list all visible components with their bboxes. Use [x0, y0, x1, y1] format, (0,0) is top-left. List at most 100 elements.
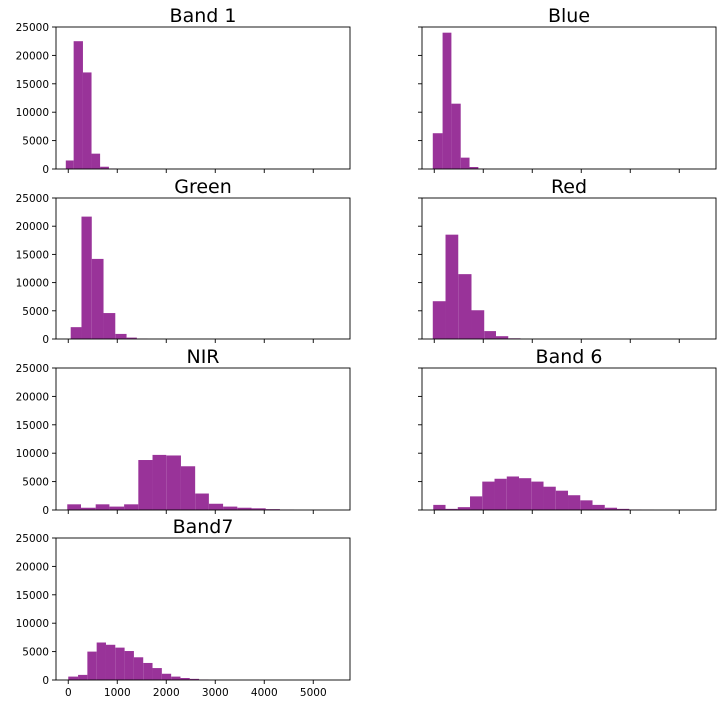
histogram-bar	[592, 504, 605, 510]
histogram-bar	[451, 103, 461, 169]
histogram-bar	[568, 495, 581, 510]
histogram-bar	[237, 507, 252, 510]
histogram-bar	[470, 496, 483, 510]
subplot-title: Green	[174, 176, 232, 198]
histogram-bar	[126, 337, 137, 339]
histogram-bar	[78, 674, 88, 680]
histogram-bar	[519, 478, 532, 510]
histogram-bar	[432, 301, 446, 339]
histogram-bar	[91, 153, 101, 169]
histogram-bar	[73, 41, 83, 170]
y-tick-label: 5000	[22, 647, 49, 659]
histogram-bar	[195, 493, 209, 510]
histogram-bar	[100, 166, 109, 169]
histogram-bar	[180, 466, 196, 510]
histogram-bar	[80, 507, 96, 510]
histogram-bar	[495, 336, 509, 339]
histogram-bar	[105, 644, 116, 680]
histogram-bar	[484, 331, 496, 339]
subplot-title: Red	[551, 176, 587, 198]
histogram-bar	[189, 678, 200, 680]
histogram-bar	[152, 668, 162, 680]
histogram-bar	[208, 503, 224, 510]
axes-frame	[421, 367, 717, 511]
subplot-6: Band7 0 1000 2000 3000 4000 5000 0 5000 10000 1500…	[16, 516, 351, 699]
y-tick-label: 0	[42, 164, 49, 176]
histogram-bar	[617, 508, 630, 510]
histogram-bar	[115, 333, 127, 339]
y-tick-label: 20000	[16, 391, 49, 403]
axes-frame	[421, 26, 717, 170]
histogram-bar	[161, 673, 172, 680]
histogram-bar	[109, 506, 125, 510]
histogram-bar	[152, 454, 167, 510]
histogram-bar	[543, 486, 556, 510]
y-tick-label: 0	[42, 334, 49, 346]
histogram-bar	[87, 651, 97, 680]
y-tick-label: 25000	[16, 193, 49, 205]
subplot-title: Blue	[548, 5, 590, 27]
histogram-bar	[70, 327, 82, 339]
x-tick-label: 2000	[153, 687, 180, 699]
subplot-5: Band 6	[418, 346, 717, 514]
y-tick-label: 20000	[16, 561, 49, 573]
histogram-bar	[124, 651, 134, 680]
histogram-bar	[531, 481, 544, 510]
y-tick-label: 20000	[16, 50, 49, 62]
histogram-bar	[96, 642, 106, 680]
y-tick-label: 25000	[16, 22, 49, 34]
y-tick-label: 5000	[22, 306, 49, 318]
subplot-3: Red	[418, 176, 717, 343]
histogram-bar	[580, 500, 593, 510]
x-tick-label: 0	[65, 687, 72, 699]
histogram-bar	[506, 476, 520, 510]
histogram-bar	[65, 160, 74, 169]
y-tick-label: 10000	[16, 448, 49, 460]
histogram-bar	[442, 32, 452, 170]
y-tick-label: 10000	[16, 618, 49, 630]
histogram-bar	[67, 504, 81, 510]
y-tick-label: 15000	[16, 249, 49, 261]
histogram-bar	[458, 274, 472, 339]
axes-frame	[421, 197, 717, 340]
axes-frame	[55, 367, 351, 511]
subplot-0: Band 1 0 5000 10000 15000 20000 25000	[16, 5, 351, 176]
y-tick-label: 0	[42, 675, 49, 687]
subplot-title: Band7	[173, 516, 234, 538]
histogram-bar	[469, 167, 479, 169]
axes-frame	[55, 197, 351, 340]
y-tick-label: 25000	[16, 533, 49, 545]
histogram-bar	[604, 507, 618, 510]
histogram-bar	[471, 310, 485, 339]
y-tick-label: 15000	[16, 420, 49, 432]
subplot-2: Green 0 5000 10000 15000 20000 25000	[16, 176, 351, 346]
histogram-bar	[171, 676, 181, 680]
histogram-bar	[91, 258, 104, 339]
histogram-bar	[555, 490, 569, 510]
axes-frame	[55, 537, 351, 681]
histogram-bar	[457, 507, 471, 510]
histogram-bar	[133, 657, 144, 680]
subplot-title: Band 6	[536, 346, 603, 368]
histogram-bar	[460, 157, 470, 169]
histogram-bar	[180, 678, 190, 680]
x-tick-label: 4000	[251, 687, 278, 699]
x-tick-label: 3000	[202, 687, 229, 699]
subplot-1: Blue	[418, 5, 717, 173]
histogram-bar	[82, 72, 92, 169]
y-tick-label: 5000	[22, 136, 49, 148]
y-tick-label: 5000	[22, 477, 49, 489]
histogram-bar	[68, 676, 79, 680]
y-tick-label: 20000	[16, 221, 49, 233]
histogram-bar	[115, 647, 125, 680]
axes-frame	[55, 26, 351, 170]
histogram-bar	[482, 481, 495, 510]
subplot-4: NIR 0 5000 10000 15000 20000 25000	[16, 346, 351, 517]
subplot-title: Band 1	[170, 5, 237, 27]
histogram-bar	[445, 234, 459, 339]
histogram-bar	[223, 506, 238, 510]
histogram-bar	[81, 216, 92, 339]
histogram-bar	[432, 133, 443, 169]
histogram-bar	[124, 504, 139, 510]
